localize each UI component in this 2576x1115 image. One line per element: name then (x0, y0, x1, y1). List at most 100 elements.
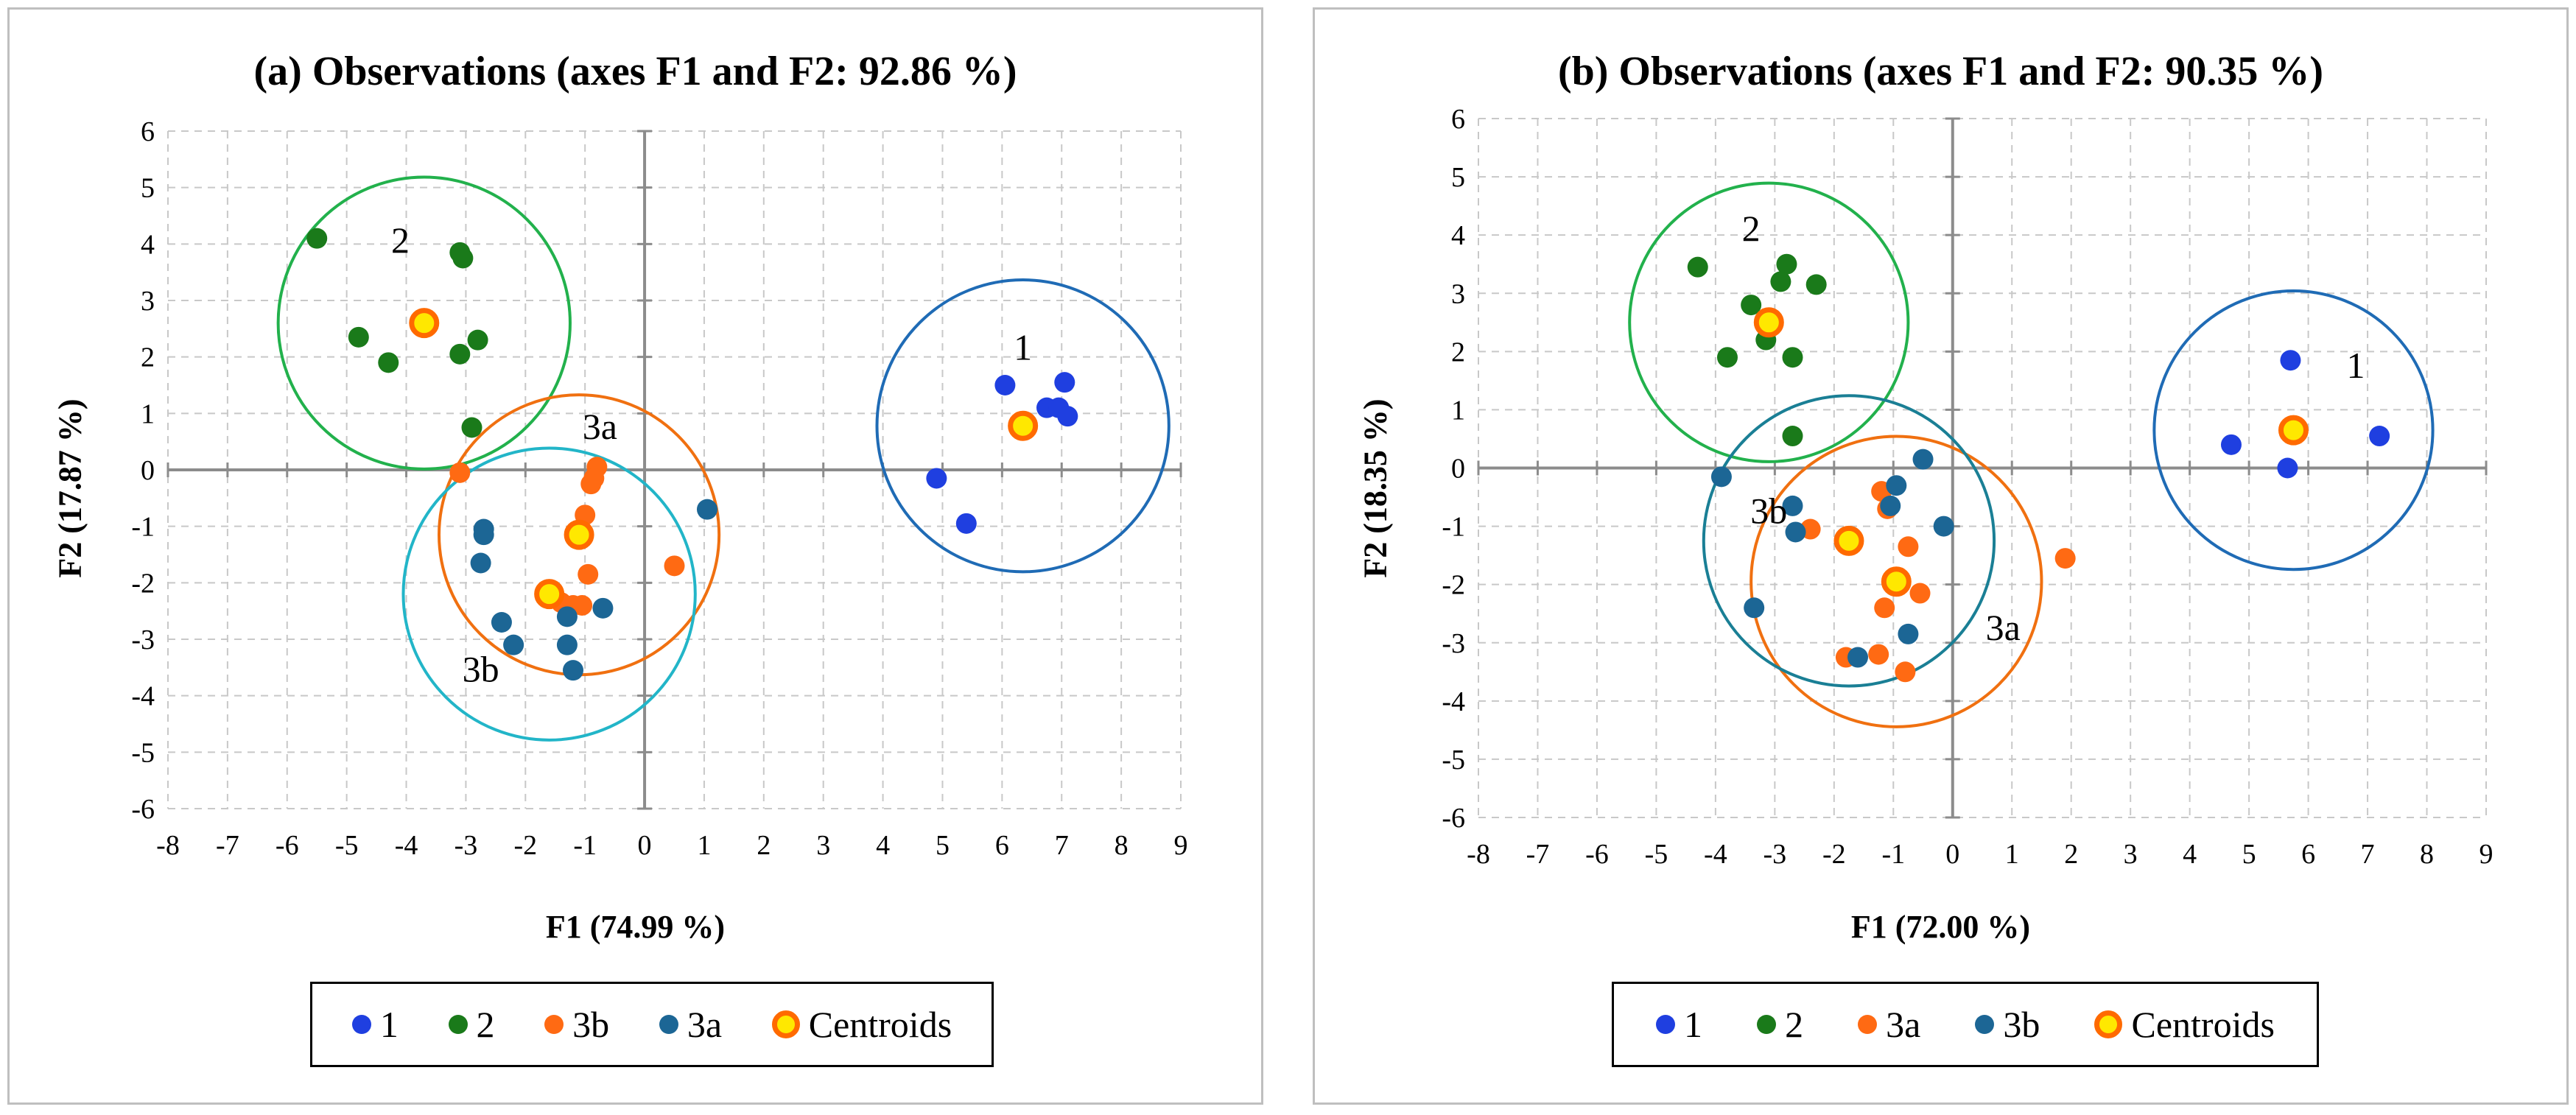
centroid-marker (1833, 525, 1864, 556)
point-series-2 (306, 228, 328, 249)
x-tick-label: 9 (1174, 830, 1188, 861)
point-series-3b (1880, 495, 1901, 516)
x-tick-label: 9 (2480, 839, 2493, 870)
y-tick-label: -3 (1442, 628, 1465, 659)
y-tick-label: 0 (141, 455, 155, 486)
legend-marker-3b (1975, 1015, 1995, 1034)
legend-item-3a: 3a (659, 1003, 722, 1046)
x-tick-label: -3 (1763, 839, 1787, 870)
centroid-marker (409, 308, 440, 339)
x-tick-label: -8 (156, 830, 180, 861)
x-tick-label: 5 (936, 830, 950, 861)
x-axis-label-b: F1 (72.00 %) (1850, 909, 2031, 945)
point-series-3a (1898, 536, 1919, 558)
y-tick-label: 3 (1451, 278, 1465, 309)
centroid-marker (534, 579, 565, 610)
cluster-label-1: 1 (1014, 327, 1032, 368)
cluster-label-3b: 3b (463, 649, 499, 690)
y-tick-label: -2 (131, 568, 155, 599)
x-tick-label: 6 (2301, 839, 2315, 870)
point-series-2 (1782, 347, 1803, 368)
chart-title-b: (b) Observations (axes F1 and F2: 90.35 … (1557, 49, 2324, 94)
point-series-3b (1782, 495, 1803, 516)
y-tick-label: -2 (1442, 570, 1465, 601)
legend-marker-centroids (771, 1010, 800, 1038)
point-series-3a (1909, 583, 1931, 604)
point-series-2 (1741, 295, 1762, 316)
x-tick-label: -5 (1645, 839, 1668, 870)
legend-label-1: 1 (379, 1004, 399, 1045)
legend-item-1: 1 (351, 1003, 399, 1046)
cluster-label-1: 1 (2346, 345, 2365, 386)
cluster-circle-2 (276, 175, 572, 471)
y-axis-label-b: F2 (18.35 %) (1357, 398, 1394, 578)
y-tick-label: 5 (1451, 162, 1465, 193)
point-series-1 (926, 468, 947, 489)
point-series-2 (1805, 274, 1827, 295)
point-series-3a (470, 552, 491, 574)
point-series-2 (461, 417, 482, 438)
legend-item-1: 1 (1656, 1003, 1702, 1046)
y-axis-label-a: F2 (17.87 %) (52, 398, 88, 578)
y-tick-label: -4 (131, 681, 155, 712)
x-tick-label: 3 (816, 830, 830, 861)
x-tick-label: 4 (2183, 839, 2197, 870)
y-tick-label: 1 (141, 398, 155, 429)
point-series-2 (1776, 253, 1797, 275)
point-series-2 (452, 247, 474, 269)
point-series-2 (1770, 271, 1791, 292)
point-series-1 (955, 513, 977, 534)
point-series-2 (467, 329, 488, 351)
legend-label-3a: 3a (1886, 1004, 1921, 1045)
point-series-1 (1057, 406, 1078, 427)
y-tick-label: -5 (1442, 745, 1465, 775)
cluster-label-3a: 3a (583, 406, 617, 447)
x-axis-label-a: F1 (74.99 %) (545, 909, 726, 945)
point-series-3a (1895, 661, 1916, 683)
cluster-circle-3a (1749, 435, 2043, 728)
x-tick-label: 2 (2064, 839, 2078, 870)
legend-marker-1 (1656, 1015, 1676, 1034)
x-tick-label: -7 (216, 830, 239, 861)
point-series-3b (580, 474, 602, 495)
point-series-3b (1785, 521, 1806, 543)
x-tick-label: 0 (1945, 839, 1959, 870)
legend-b: 1 2 3a 3b Centroids (1612, 982, 2319, 1067)
y-tick-label: 6 (141, 116, 155, 147)
x-tick-label: 3 (2124, 839, 2138, 870)
point-series-3a (1874, 597, 1895, 619)
cluster-circle-3b (1702, 394, 1996, 688)
legend-label-2: 2 (476, 1004, 495, 1045)
x-tick-label: -4 (1704, 839, 1727, 870)
legend-item-2: 2 (1757, 1003, 1803, 1046)
legend-marker-3a (1858, 1015, 1878, 1034)
y-tick-label: -6 (1442, 803, 1465, 834)
legend-marker-3b (544, 1015, 564, 1034)
point-series-3b (1710, 466, 1732, 488)
y-tick-label: 6 (1451, 104, 1465, 135)
legend-item-3b: 3b (1975, 1003, 2040, 1046)
point-series-3a (563, 660, 583, 681)
y-tick-label: -1 (131, 512, 155, 543)
centroid-marker (1008, 410, 1039, 441)
legend-a: 1 2 3b 3a Centroids (310, 982, 994, 1067)
point-series-2 (1782, 426, 1803, 447)
point-series-3b (1847, 647, 1869, 668)
legend-label-centroids: Centroids (808, 1004, 952, 1045)
point-series-3a (592, 597, 614, 619)
x-tick-label: 6 (995, 830, 1009, 861)
point-series-2 (348, 326, 369, 348)
cluster-label-2: 2 (1742, 208, 1761, 249)
legend-label-3b: 3b (572, 1004, 610, 1045)
scatter-plot-a: -8 -7 -6 -5 -4 -3 -2 -1 0 1 2 3 4 5 6 7 8 9 -6 -5 -4 -3 -2 -1 0 1… (131, 116, 1188, 861)
cluster-circle-2 (1628, 181, 1910, 463)
legend-label-1: 1 (1684, 1004, 1703, 1045)
cluster-label-3b: 3b (1750, 490, 1787, 532)
legend-label-centroids: Centroids (2131, 1004, 2275, 1045)
point-series-1 (1054, 372, 1075, 393)
x-tick-label: -5 (335, 830, 359, 861)
point-series-3a (503, 634, 524, 655)
y-tick-label: 2 (1451, 337, 1465, 367)
x-tick-label: 5 (2242, 839, 2256, 870)
point-series-1 (2220, 434, 2242, 455)
